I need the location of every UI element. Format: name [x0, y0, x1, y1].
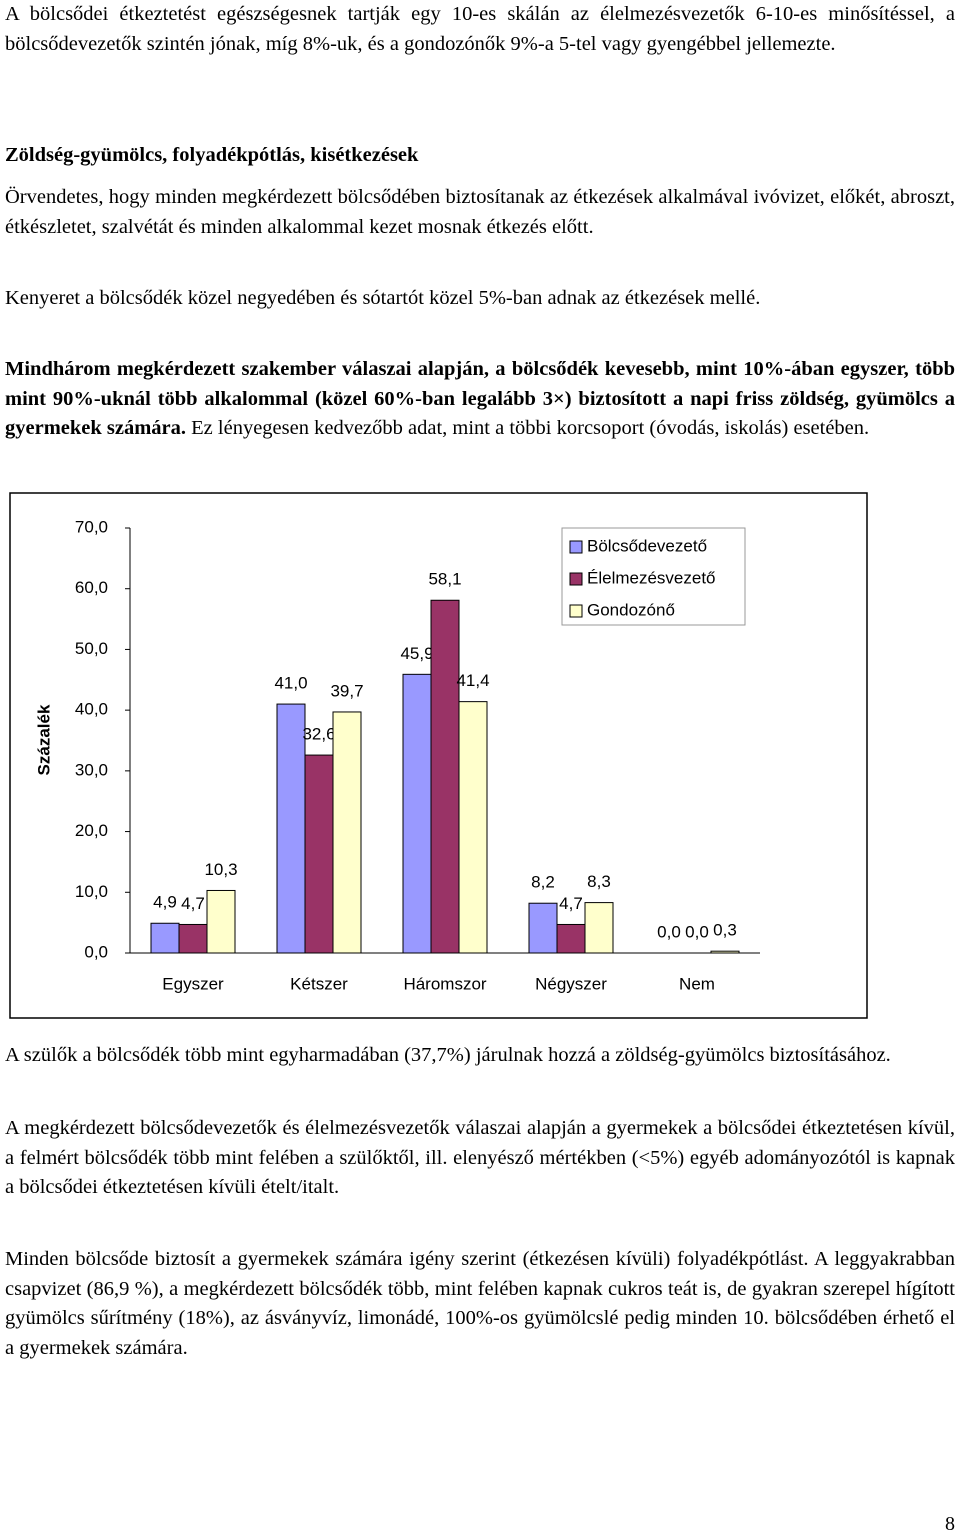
bar: [528, 902, 558, 954]
intro: A bölcsődei étkeztetést egészségesnek ta…: [5, 3, 955, 55]
bar: [458, 701, 488, 954]
y-tick-label: 50,0: [75, 639, 108, 658]
bar: [150, 922, 180, 954]
y-tick-label: 60,0: [75, 578, 108, 597]
value-label: 39,7: [330, 681, 363, 700]
paragraph: A szülők a bölcsődék több mint egyharmad…: [5, 1044, 891, 1066]
y-tick-label: 40,0: [75, 700, 108, 719]
normal-text: Ez lényegesen kedvezőbb adat, mint a töb…: [191, 417, 870, 439]
x-tick-label: Egyszer: [162, 974, 224, 993]
y-tick-label: 70,0: [75, 517, 108, 536]
value-label: 0,0: [657, 922, 681, 941]
value-label: 8,3: [587, 872, 611, 891]
x-tick-label: Kétszer: [290, 974, 348, 993]
bar: [178, 923, 208, 954]
y-axis-title: Százalék: [34, 704, 53, 775]
legend-label: Élelmezésvezető: [587, 568, 716, 587]
x-tick-label: Nem: [679, 974, 715, 993]
value-label: 58,1: [428, 570, 461, 589]
bar: [402, 673, 432, 954]
x-tick-label: Négyszer: [535, 974, 607, 993]
value-label: 4,7: [181, 894, 205, 913]
y-tick-label: 20,0: [75, 821, 108, 840]
legend-swatch: [569, 572, 583, 586]
highlight: Mindhárom megkérdezett szakember válasza…: [5, 355, 955, 444]
value-label: 8,2: [531, 873, 555, 892]
bold-text: Mindhárom megkérdezett szakember válasza…: [5, 358, 955, 439]
value-label: 45,9: [400, 644, 433, 663]
legend-label: Bölcsődevezető: [587, 536, 707, 555]
value-label: 4,9: [153, 893, 177, 912]
paragraph: Kenyeret a bölcsődék közel negyedében és…: [5, 287, 761, 309]
value-label: 0,3: [713, 921, 737, 940]
paragraph: Örvendetes, hogy minden megkérdezett böl…: [5, 186, 955, 238]
bar: [304, 754, 334, 954]
legend-swatch: [569, 540, 583, 554]
paragraph: A megkérdezett bölcsődevezetők és élelme…: [5, 1117, 955, 1198]
legend-swatch: [569, 604, 583, 618]
bar: [584, 902, 614, 954]
paragraph: Minden bölcsőde biztosít a gyermekek szá…: [5, 1248, 955, 1359]
bar: [556, 923, 586, 954]
value-label: 41,0: [274, 674, 307, 693]
legend-label: Gondozónő: [587, 600, 675, 619]
value-label: 32,6: [302, 725, 335, 744]
bar: [332, 711, 362, 954]
page-number: 8: [945, 1513, 955, 1535]
bar: [276, 703, 306, 954]
bar: [430, 599, 460, 954]
value-label: 41,4: [456, 671, 489, 690]
value-label: 4,7: [559, 894, 583, 913]
value-label: 0,0: [685, 922, 709, 941]
y-tick-label: 30,0: [75, 760, 108, 779]
y-tick-label: 0,0: [84, 942, 108, 961]
bar: [206, 889, 236, 954]
y-tick-label: 10,0: [75, 882, 108, 901]
heading: Zöldség-gyümölcs, folyadékpótlás, kisétk…: [5, 144, 419, 166]
x-tick-label: Háromszor: [403, 974, 486, 993]
value-label: 10,3: [204, 860, 237, 879]
bar: [710, 950, 740, 954]
legend-box: [561, 527, 746, 626]
